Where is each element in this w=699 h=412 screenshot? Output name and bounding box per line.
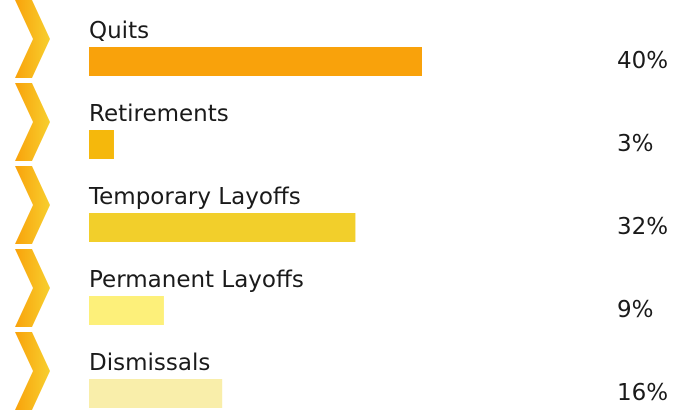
- value-label: 16%: [617, 380, 668, 406]
- chevron: [15, 249, 50, 327]
- chevron: [15, 83, 50, 161]
- category-label: Quits: [89, 18, 149, 44]
- chevron: [15, 166, 50, 244]
- value-label: 3%: [617, 131, 654, 157]
- value-label: 9%: [617, 297, 654, 323]
- bar: [89, 296, 164, 325]
- value-label: 40%: [617, 48, 668, 74]
- category-label: Temporary Layoffs: [88, 184, 301, 210]
- chevron: [15, 0, 50, 78]
- chevron: [15, 332, 50, 410]
- bar: [89, 47, 422, 76]
- bar: [89, 213, 356, 242]
- value-label: 32%: [617, 214, 668, 240]
- bar: [89, 379, 223, 408]
- category-label: Permanent Layoffs: [89, 267, 304, 293]
- bar: [89, 130, 114, 159]
- category-label: Dismissals: [89, 350, 210, 376]
- category-label: Retirements: [89, 101, 229, 127]
